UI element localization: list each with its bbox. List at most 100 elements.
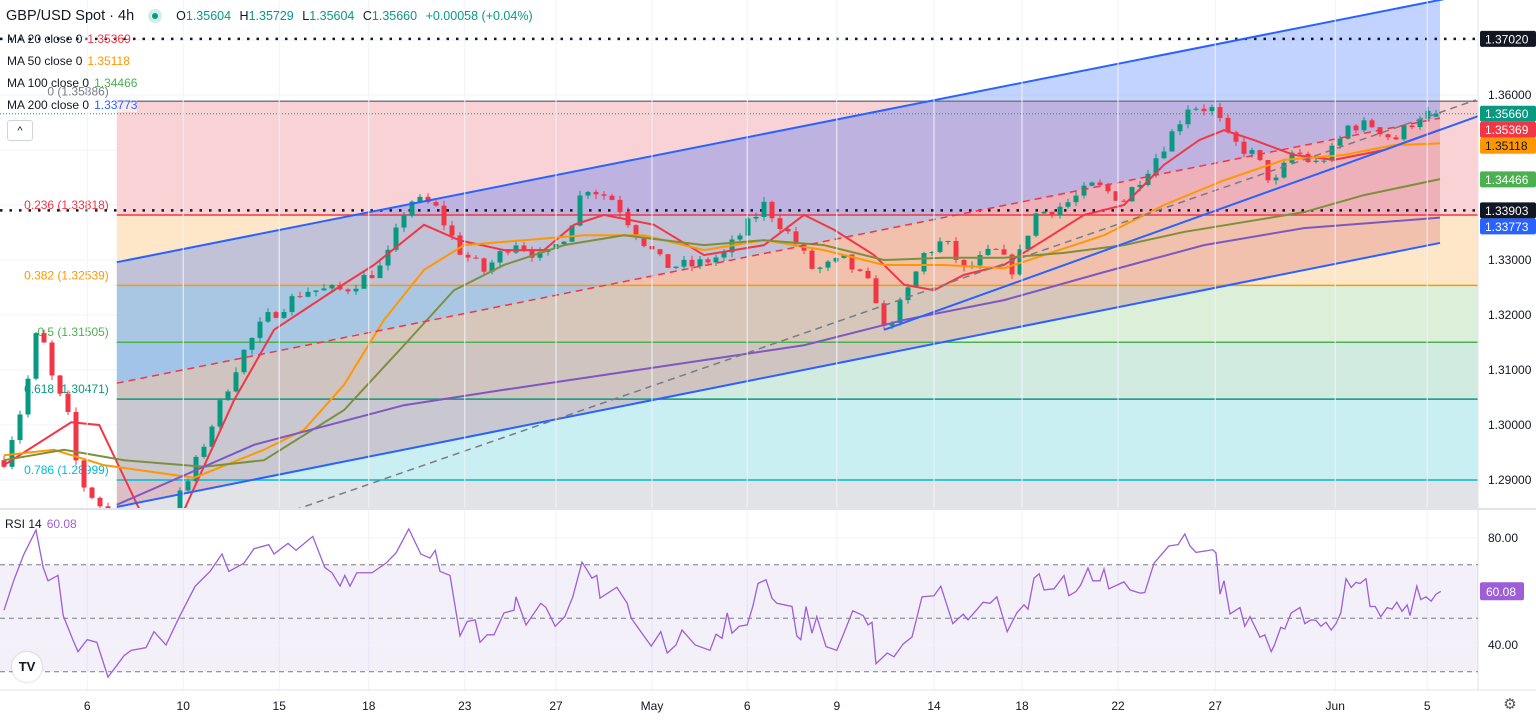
candle-body bbox=[281, 311, 287, 318]
candle bbox=[1345, 124, 1351, 140]
candle bbox=[681, 256, 687, 271]
candle bbox=[1193, 106, 1199, 112]
gear-icon[interactable]: ⚙ bbox=[1503, 696, 1517, 713]
candle bbox=[1089, 181, 1095, 187]
fib-zone-0.786 bbox=[116, 480, 1478, 508]
candle-body bbox=[1105, 185, 1111, 192]
candle-body bbox=[401, 215, 407, 228]
legend-ma200[interactable]: MA 200 close 0 1.33773 bbox=[7, 98, 138, 112]
legend-ma50[interactable]: MA 50 close 0 1.35118 bbox=[7, 54, 130, 68]
ma-label: MA 100 close 0 bbox=[7, 76, 90, 90]
candle-body bbox=[577, 195, 583, 226]
price-badge-label: 1.34466 bbox=[1485, 173, 1529, 187]
price-badge-label: 1.35369 bbox=[1485, 123, 1529, 137]
candle bbox=[1393, 135, 1399, 140]
candle bbox=[513, 241, 519, 255]
candle bbox=[425, 193, 431, 204]
candle-body bbox=[1033, 213, 1039, 236]
candle-body bbox=[1169, 131, 1175, 152]
candle-body bbox=[209, 426, 215, 447]
symbol-title[interactable]: GBP/USD Spot · 4h bbox=[6, 8, 135, 24]
candle-body bbox=[593, 191, 599, 195]
candle-body bbox=[321, 288, 327, 291]
ma-value: 1.35118 bbox=[87, 54, 130, 68]
candle-body bbox=[1393, 137, 1399, 140]
candle-body bbox=[73, 411, 79, 461]
candle-body bbox=[1361, 120, 1367, 131]
time-tick-14: 14 bbox=[927, 699, 941, 713]
candle bbox=[921, 251, 927, 275]
candle bbox=[1169, 129, 1175, 152]
rsi-badge-label: 60.08 bbox=[1486, 585, 1516, 599]
fib-zone-0.618 bbox=[116, 399, 1478, 481]
time-tick-May: May bbox=[641, 699, 664, 713]
candle-body bbox=[609, 195, 615, 200]
candle-body bbox=[81, 460, 87, 488]
candle-body bbox=[313, 290, 319, 292]
candle bbox=[929, 250, 935, 257]
candle bbox=[217, 399, 223, 431]
candle-body bbox=[689, 259, 695, 267]
candle-body bbox=[1041, 211, 1047, 214]
price-badge: 1.33903 bbox=[1480, 202, 1536, 219]
price-badge-label: 1.33773 bbox=[1485, 220, 1529, 234]
time-tick-27: 27 bbox=[549, 699, 563, 713]
candle bbox=[1201, 104, 1207, 116]
price-tick: 1.30000 bbox=[1488, 418, 1532, 432]
candle-body bbox=[1209, 107, 1215, 112]
candle bbox=[233, 367, 239, 393]
candle-body bbox=[489, 262, 495, 272]
candle-body bbox=[369, 275, 375, 279]
candle-body bbox=[1097, 182, 1103, 186]
candle bbox=[825, 259, 831, 272]
candle bbox=[49, 340, 55, 381]
candle bbox=[289, 293, 295, 316]
candle-body bbox=[1025, 235, 1031, 250]
ma-line-ma20 bbox=[3, 128, 1441, 508]
candle bbox=[1361, 117, 1367, 133]
candle bbox=[265, 308, 271, 323]
candle bbox=[1257, 149, 1263, 162]
candle-body bbox=[17, 414, 23, 441]
candle-body bbox=[697, 259, 703, 267]
fib-label-0.786: 0.786 (1.28999) bbox=[24, 463, 109, 477]
legend-ma20[interactable]: MA 20 close 0 1.35369 bbox=[7, 32, 131, 46]
candle-body bbox=[377, 265, 383, 279]
candle-body bbox=[409, 201, 415, 216]
candle-body bbox=[721, 252, 727, 258]
candle bbox=[617, 195, 623, 217]
candle bbox=[713, 254, 719, 266]
candle bbox=[665, 254, 671, 268]
rsi-legend[interactable]: RSI 14 60.08 bbox=[5, 517, 77, 531]
legend-ma100[interactable]: MA 100 close 0 1.34466 bbox=[7, 76, 137, 90]
tradingview-logo-icon[interactable]: TV bbox=[12, 652, 42, 682]
change-value: +0.00058 (+0.04%) bbox=[425, 9, 533, 23]
candle-body bbox=[929, 252, 935, 254]
candle-body bbox=[1185, 109, 1191, 125]
candle bbox=[905, 283, 911, 304]
candle bbox=[1217, 103, 1223, 122]
candle bbox=[497, 249, 503, 267]
candle-body bbox=[849, 254, 855, 270]
candle-body bbox=[921, 253, 927, 272]
rsi-line bbox=[3, 527, 1442, 679]
price-badge-bg bbox=[1480, 30, 1536, 47]
candle-body bbox=[889, 322, 895, 326]
candle-body bbox=[985, 248, 991, 256]
candle-body bbox=[1257, 150, 1263, 161]
collapse-legend-button[interactable]: ^ bbox=[7, 120, 33, 141]
candle bbox=[81, 458, 87, 492]
candle-body bbox=[146, 534, 151, 537]
candle-body bbox=[385, 249, 391, 266]
candle-body bbox=[473, 257, 479, 259]
candle bbox=[345, 288, 351, 295]
rsi-value: 60.08 bbox=[46, 517, 77, 531]
candle-body bbox=[1433, 113, 1439, 117]
fib-label-0.5: 0.5 (1.31505) bbox=[37, 325, 108, 339]
candle-body bbox=[329, 284, 335, 289]
fib-label-0: 0 (1.35886) bbox=[47, 84, 108, 98]
candle bbox=[57, 374, 63, 397]
candle-body bbox=[497, 251, 503, 263]
candle bbox=[1129, 186, 1135, 202]
